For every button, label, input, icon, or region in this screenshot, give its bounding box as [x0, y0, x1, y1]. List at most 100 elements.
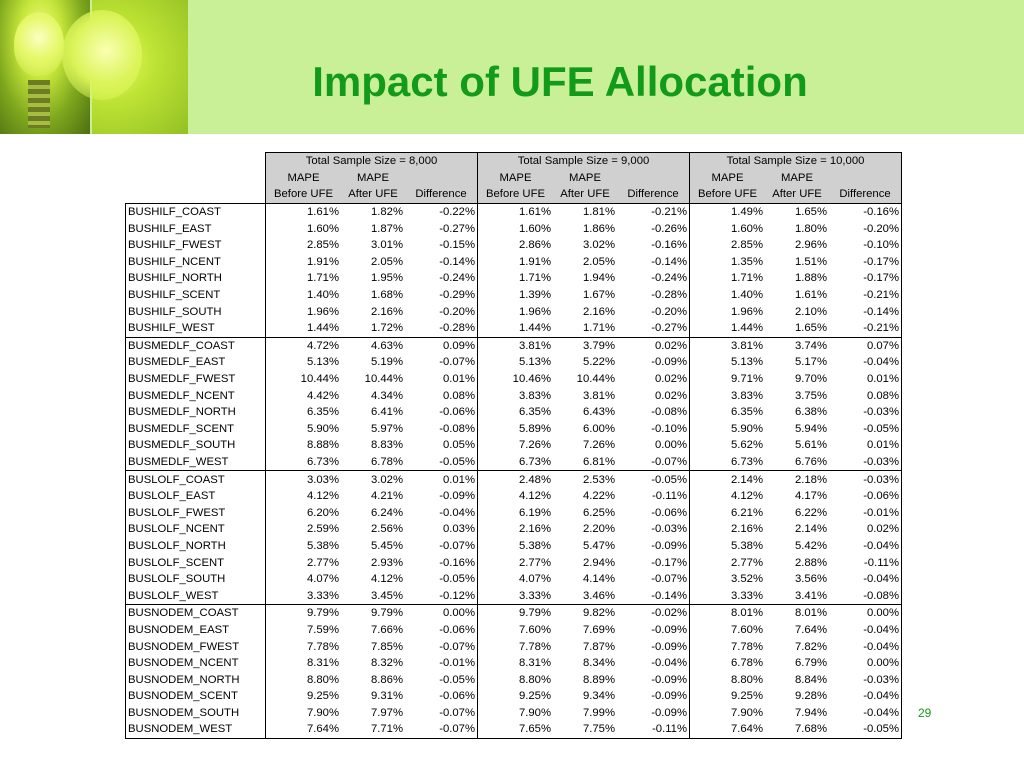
table-row: BUSHILF_EAST 1.60% 1.87% -0.27% 1.60% 1.86% -0… [125, 220, 902, 237]
row-label: BUSMEDLF_SCENT [125, 420, 266, 438]
cell-difference: -0.06% [405, 621, 478, 639]
bulb-base [28, 80, 50, 128]
col-header-before-ufe: Before UFE [477, 186, 553, 204]
cell-difference: -0.09% [617, 704, 690, 722]
cell-before-ufe: 9.25% [306, 690, 339, 703]
row-label: BUSMEDLF_FWEST [125, 370, 266, 388]
cell-after-ufe: 4.12% [370, 573, 403, 586]
cell-difference: 0.01% [405, 370, 478, 388]
table-row: BUSNODEM_SCENT 9.25% 9.31% -0.06% 9.25% 9.34%… [125, 688, 902, 705]
cell-after-ufe: 7.85% [370, 640, 403, 653]
cell-difference: -0.04% [829, 638, 902, 655]
cell-difference: -0.14% [617, 587, 690, 606]
cell-difference: -0.15% [405, 236, 478, 254]
cell-after-ufe: 3.41% [765, 587, 829, 606]
cell-difference: 0.02% [617, 370, 690, 388]
cell-before-ufe: 9.25% [730, 690, 763, 703]
header-row-mape: MAPE MAPE MAPE MAPE MAPE MAPE [125, 169, 902, 187]
cell-after-ufe: 6.79% [794, 657, 827, 670]
cell-difference: -0.17% [617, 554, 690, 571]
cell-after-ufe: 2.96% [794, 239, 827, 252]
table-row: BUSHILF_SCENT 1.40% 1.68% -0.29% 1.39% 1.67% -… [125, 286, 902, 304]
header-row-group-titles: Total Sample Size = 8,000 Total Sample S… [125, 151, 902, 170]
col-header-mape: MAPE [553, 169, 617, 187]
table-row: BUSNODEM_EAST 7.59% 7.66% -0.06% 7.60% 7.69% -… [125, 621, 902, 639]
row-label: BUSMEDLF_NCENT [125, 387, 266, 404]
cell-difference: -0.06% [617, 504, 690, 522]
cell-after-ufe: 9.28% [794, 690, 827, 703]
cell-difference: -0.04% [829, 570, 902, 588]
col-header-empty [829, 169, 902, 187]
row-label: BUSHILF_FWEST [125, 236, 266, 254]
cell-after-ufe: 8.89% [582, 673, 615, 686]
col-header-after-ufe: After UFE [765, 186, 829, 204]
cell-difference: -0.04% [829, 537, 902, 555]
cell-after-ufe: 1.71% [553, 319, 617, 338]
table-row: BUSNODEM_FWEST 7.78% 7.85% -0.07% 7.78% 7.87%… [125, 638, 902, 655]
cell-after-ufe: 6.38% [794, 406, 827, 419]
table-row: BUSNODEM_WEST 7.64% 7.71% -0.07% 7.65% 7.75% -… [125, 721, 902, 739]
cell-after-ufe: 3.56% [794, 573, 827, 586]
cell-after-ufe: 6.25% [582, 506, 615, 519]
cell-difference: -0.02% [617, 604, 690, 622]
cell-difference: 0.01% [829, 370, 902, 388]
table-row: BUSMEDLF_FWEST 10.44% 10.44% 0.01% 10.46% 10.… [125, 370, 902, 388]
cell-before-ufe: 8.31% [518, 657, 551, 670]
cell-difference: -0.04% [829, 621, 902, 639]
cell-difference: -0.03% [829, 671, 902, 688]
cell-difference: 0.09% [405, 337, 478, 355]
cell-before-ufe: 2.77% [306, 556, 339, 569]
cell-difference: -0.03% [829, 403, 902, 421]
cell-after-ufe: 2.88% [794, 556, 827, 569]
row-label: BUSNODEM_FWEST [125, 638, 266, 655]
cell-difference: -0.14% [617, 253, 690, 271]
row-label: BUSLOLF_WEST [125, 587, 266, 606]
row-label: BUSMEDLF_WEST [125, 453, 266, 472]
cell-difference: -0.16% [617, 236, 690, 254]
cell-difference: -0.16% [405, 554, 478, 571]
cell-difference: -0.05% [405, 453, 478, 472]
table-row: BUSLOLF_EAST 4.12% 4.21% -0.09% 4.12% 4.22% -0… [125, 487, 902, 505]
cell-after-ufe: 2.05% [370, 255, 403, 268]
cell-after-ufe: 7.75% [553, 721, 617, 739]
cell-after-ufe: 9.70% [794, 373, 827, 386]
cell-before-ufe: 5.90% [730, 422, 763, 435]
cell-difference: -0.28% [405, 319, 478, 338]
row-label: BUSNODEM_SCENT [125, 688, 266, 705]
cell-after-ufe: 4.63% [370, 339, 403, 352]
cell-before-ufe: 1.44% [689, 319, 765, 338]
cell-difference: 0.00% [829, 604, 902, 622]
row-label: BUSMEDLF_COAST [125, 337, 266, 355]
cell-difference: -0.24% [617, 270, 690, 287]
cell-after-ufe: 7.87% [582, 640, 615, 653]
cell-after-ufe: 3.02% [582, 239, 615, 252]
table-row: BUSMEDLF_WEST 6.73% 6.78% -0.05% 6.73% 6.81% -… [125, 453, 902, 472]
cell-before-ufe: 8.80% [518, 673, 551, 686]
cell-before-ufe: 5.38% [306, 539, 339, 552]
table-row: BUSHILF_NCENT 1.91% 2.05% -0.14% 1.91% 2.05% -… [125, 253, 902, 271]
cell-before-ufe: 8.80% [306, 673, 339, 686]
cell-after-ufe: 1.68% [370, 289, 403, 302]
cell-before-ufe: 9.71% [730, 373, 763, 386]
cell-after-ufe: 7.68% [765, 721, 829, 739]
row-label: BUSHILF_SCENT [125, 286, 266, 304]
cell-before-ufe: 6.35% [306, 406, 339, 419]
cell-difference: -0.27% [405, 220, 478, 237]
row-label: BUSLOLF_COAST [125, 470, 266, 488]
row-label: BUSNODEM_COAST [125, 604, 266, 622]
cell-before-ufe: 6.20% [306, 506, 339, 519]
cell-difference: -0.27% [617, 319, 690, 338]
cell-after-ufe: 5.42% [794, 539, 827, 552]
row-label: BUSLOLF_FWEST [125, 504, 266, 522]
cell-before-ufe: 3.33% [689, 587, 765, 606]
cell-after-ufe: 3.01% [370, 239, 403, 252]
cell-after-ufe: 2.16% [582, 305, 615, 318]
cell-before-ufe: 3.33% [265, 587, 341, 606]
cell-before-ufe: 9.79% [518, 607, 551, 620]
header-blank-cell [125, 152, 266, 170]
row-label: BUSHILF_WEST [125, 319, 266, 338]
cell-after-ufe: 1.86% [582, 222, 615, 235]
table-row: BUSHILF_WEST 1.44% 1.72% -0.28% 1.44% 1.71% -0… [125, 319, 902, 338]
cell-after-ufe: 2.56% [370, 523, 403, 536]
cell-difference: -0.04% [829, 704, 902, 722]
